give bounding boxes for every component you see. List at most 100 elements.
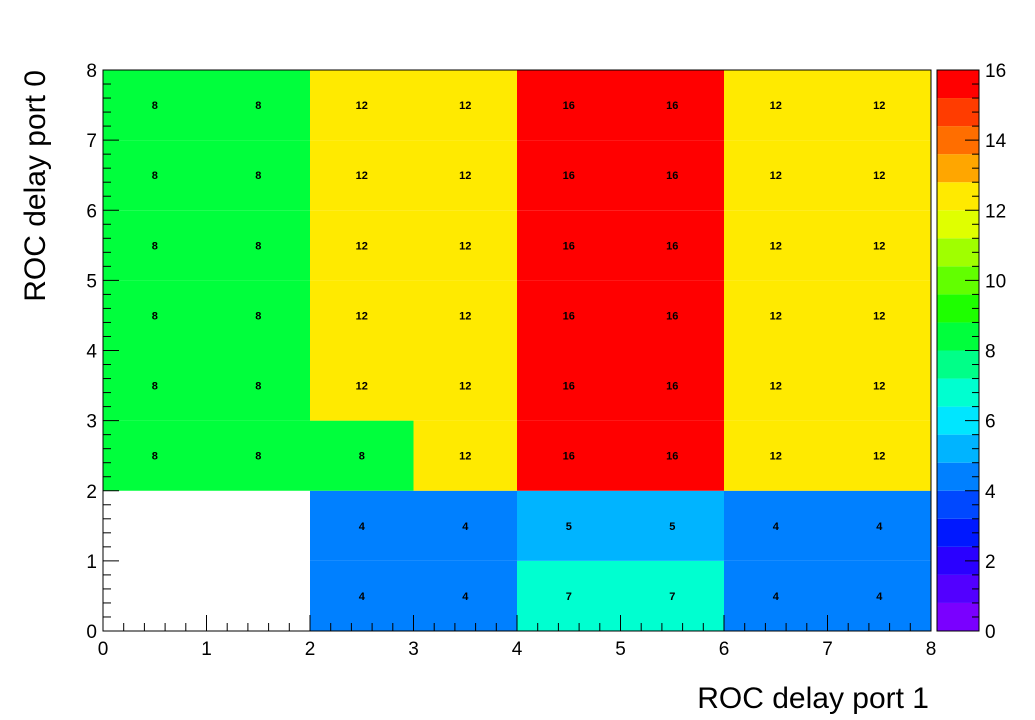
cell-value-label: 12 bbox=[873, 310, 885, 322]
heatmap-cell bbox=[517, 210, 621, 281]
cell-value-label: 12 bbox=[770, 100, 782, 112]
cell-value-label: 4 bbox=[876, 521, 883, 533]
cell-value-label: 8 bbox=[255, 240, 261, 252]
heatmap-cell bbox=[413, 140, 517, 211]
heatmap-cell bbox=[310, 350, 414, 421]
x-tick-label: 6 bbox=[719, 639, 730, 660]
heatmap-cell bbox=[827, 280, 931, 351]
heatmap-cell bbox=[517, 140, 621, 211]
heatmap-cell bbox=[827, 420, 931, 491]
z-tick-label: 10 bbox=[985, 271, 1006, 292]
heatmap-cell bbox=[103, 140, 207, 211]
x-tick-label: 1 bbox=[201, 639, 212, 660]
cell-value-label: 16 bbox=[666, 451, 678, 463]
cell-value-label: 12 bbox=[770, 451, 782, 463]
heatmap-cell bbox=[827, 140, 931, 211]
heatmap-cell bbox=[517, 420, 621, 491]
heatmap-cell bbox=[620, 70, 724, 141]
cell-value-label: 8 bbox=[255, 170, 261, 182]
heatmap-cell bbox=[413, 350, 517, 421]
color-scale: 0 2 4 6 8 10 12 14 16 bbox=[936, 61, 1007, 643]
cell-value-label: 12 bbox=[356, 310, 368, 322]
heatmap-cell bbox=[724, 560, 828, 631]
cell-value-label: 12 bbox=[770, 170, 782, 182]
heatmap-cell bbox=[413, 280, 517, 351]
heatmap-cell bbox=[413, 420, 517, 491]
z-tick-label: 14 bbox=[985, 131, 1007, 152]
y-tick-label: 7 bbox=[86, 131, 97, 152]
cell-value-label: 12 bbox=[770, 381, 782, 393]
cell-value-label: 12 bbox=[873, 170, 885, 182]
heatmap-cell bbox=[827, 560, 931, 631]
heatmap-cell bbox=[103, 420, 207, 491]
heatmap-cell bbox=[724, 350, 828, 421]
cell-value-label: 16 bbox=[666, 100, 678, 112]
heatmap-cell bbox=[206, 70, 310, 141]
cell-value-label: 12 bbox=[459, 240, 471, 252]
cell-value-label: 16 bbox=[666, 170, 678, 182]
heatmap-cell bbox=[413, 210, 517, 281]
heatmap-cell bbox=[724, 490, 828, 561]
cell-value-label: 12 bbox=[873, 451, 885, 463]
cell-value-label: 8 bbox=[359, 451, 365, 463]
y-tick-label: 6 bbox=[86, 201, 97, 222]
x-tick-label: 2 bbox=[305, 639, 316, 660]
heatmap-cell bbox=[620, 140, 724, 211]
cell-value-label: 8 bbox=[152, 170, 158, 182]
cell-value-label: 16 bbox=[666, 240, 678, 252]
heatmap-cell bbox=[413, 560, 517, 631]
heatmap-cell bbox=[103, 280, 207, 351]
heatmap-cell bbox=[310, 420, 414, 491]
cell-value-label: 7 bbox=[669, 591, 675, 603]
heatmap-cell bbox=[724, 280, 828, 351]
cell-value-label: 12 bbox=[356, 100, 368, 112]
heatmap-cell bbox=[206, 350, 310, 421]
cell-value-label: 8 bbox=[152, 451, 158, 463]
x-tick-label: 7 bbox=[822, 639, 833, 660]
cell-value-label: 16 bbox=[563, 310, 575, 322]
heatmap-cell bbox=[206, 140, 310, 211]
cell-value-label: 16 bbox=[563, 451, 575, 463]
z-tick-label: 0 bbox=[985, 622, 996, 643]
heatmap-cell bbox=[206, 280, 310, 351]
z-tick-label: 16 bbox=[985, 61, 1006, 82]
cell-value-label: 12 bbox=[356, 170, 368, 182]
heatmap-cell bbox=[620, 490, 724, 561]
y-tick-label: 0 bbox=[86, 622, 97, 643]
heatmap-cell bbox=[413, 70, 517, 141]
z-tick-label: 12 bbox=[985, 201, 1006, 222]
heatmap-cell bbox=[827, 350, 931, 421]
heatmap-cell bbox=[827, 490, 931, 561]
heatmap-cell bbox=[103, 70, 207, 141]
cell-value-label: 4 bbox=[462, 521, 469, 533]
y-tick-label: 8 bbox=[86, 61, 97, 82]
cell-value-label: 5 bbox=[669, 521, 675, 533]
heatmap-cell bbox=[517, 70, 621, 141]
cell-value-label: 16 bbox=[563, 240, 575, 252]
y-tick-label: 3 bbox=[86, 412, 97, 433]
heatmap-cell bbox=[103, 210, 207, 281]
heatmap-cell bbox=[620, 350, 724, 421]
cell-value-label: 7 bbox=[566, 591, 572, 603]
heatmap-cell bbox=[517, 350, 621, 421]
y-tick-label: 1 bbox=[86, 552, 97, 573]
cell-value-label: 4 bbox=[359, 591, 366, 603]
cell-value-label: 8 bbox=[152, 240, 158, 252]
cell-value-label: 12 bbox=[770, 240, 782, 252]
z-tick-label: 4 bbox=[985, 482, 996, 503]
heatmap-cell bbox=[103, 350, 207, 421]
cell-value-label: 12 bbox=[459, 170, 471, 182]
cell-value-label: 8 bbox=[255, 451, 261, 463]
heatmap-cell bbox=[620, 420, 724, 491]
cell-value-label: 4 bbox=[876, 591, 883, 603]
cell-value-label: 12 bbox=[873, 100, 885, 112]
cell-value-label: 12 bbox=[459, 100, 471, 112]
x-tick-label: 0 bbox=[98, 639, 109, 660]
cell-value-label: 8 bbox=[152, 310, 158, 322]
heatmap-cells bbox=[103, 70, 931, 631]
cell-value-label: 4 bbox=[773, 521, 780, 533]
cell-value-label: 8 bbox=[255, 100, 261, 112]
cell-value-label: 12 bbox=[770, 310, 782, 322]
